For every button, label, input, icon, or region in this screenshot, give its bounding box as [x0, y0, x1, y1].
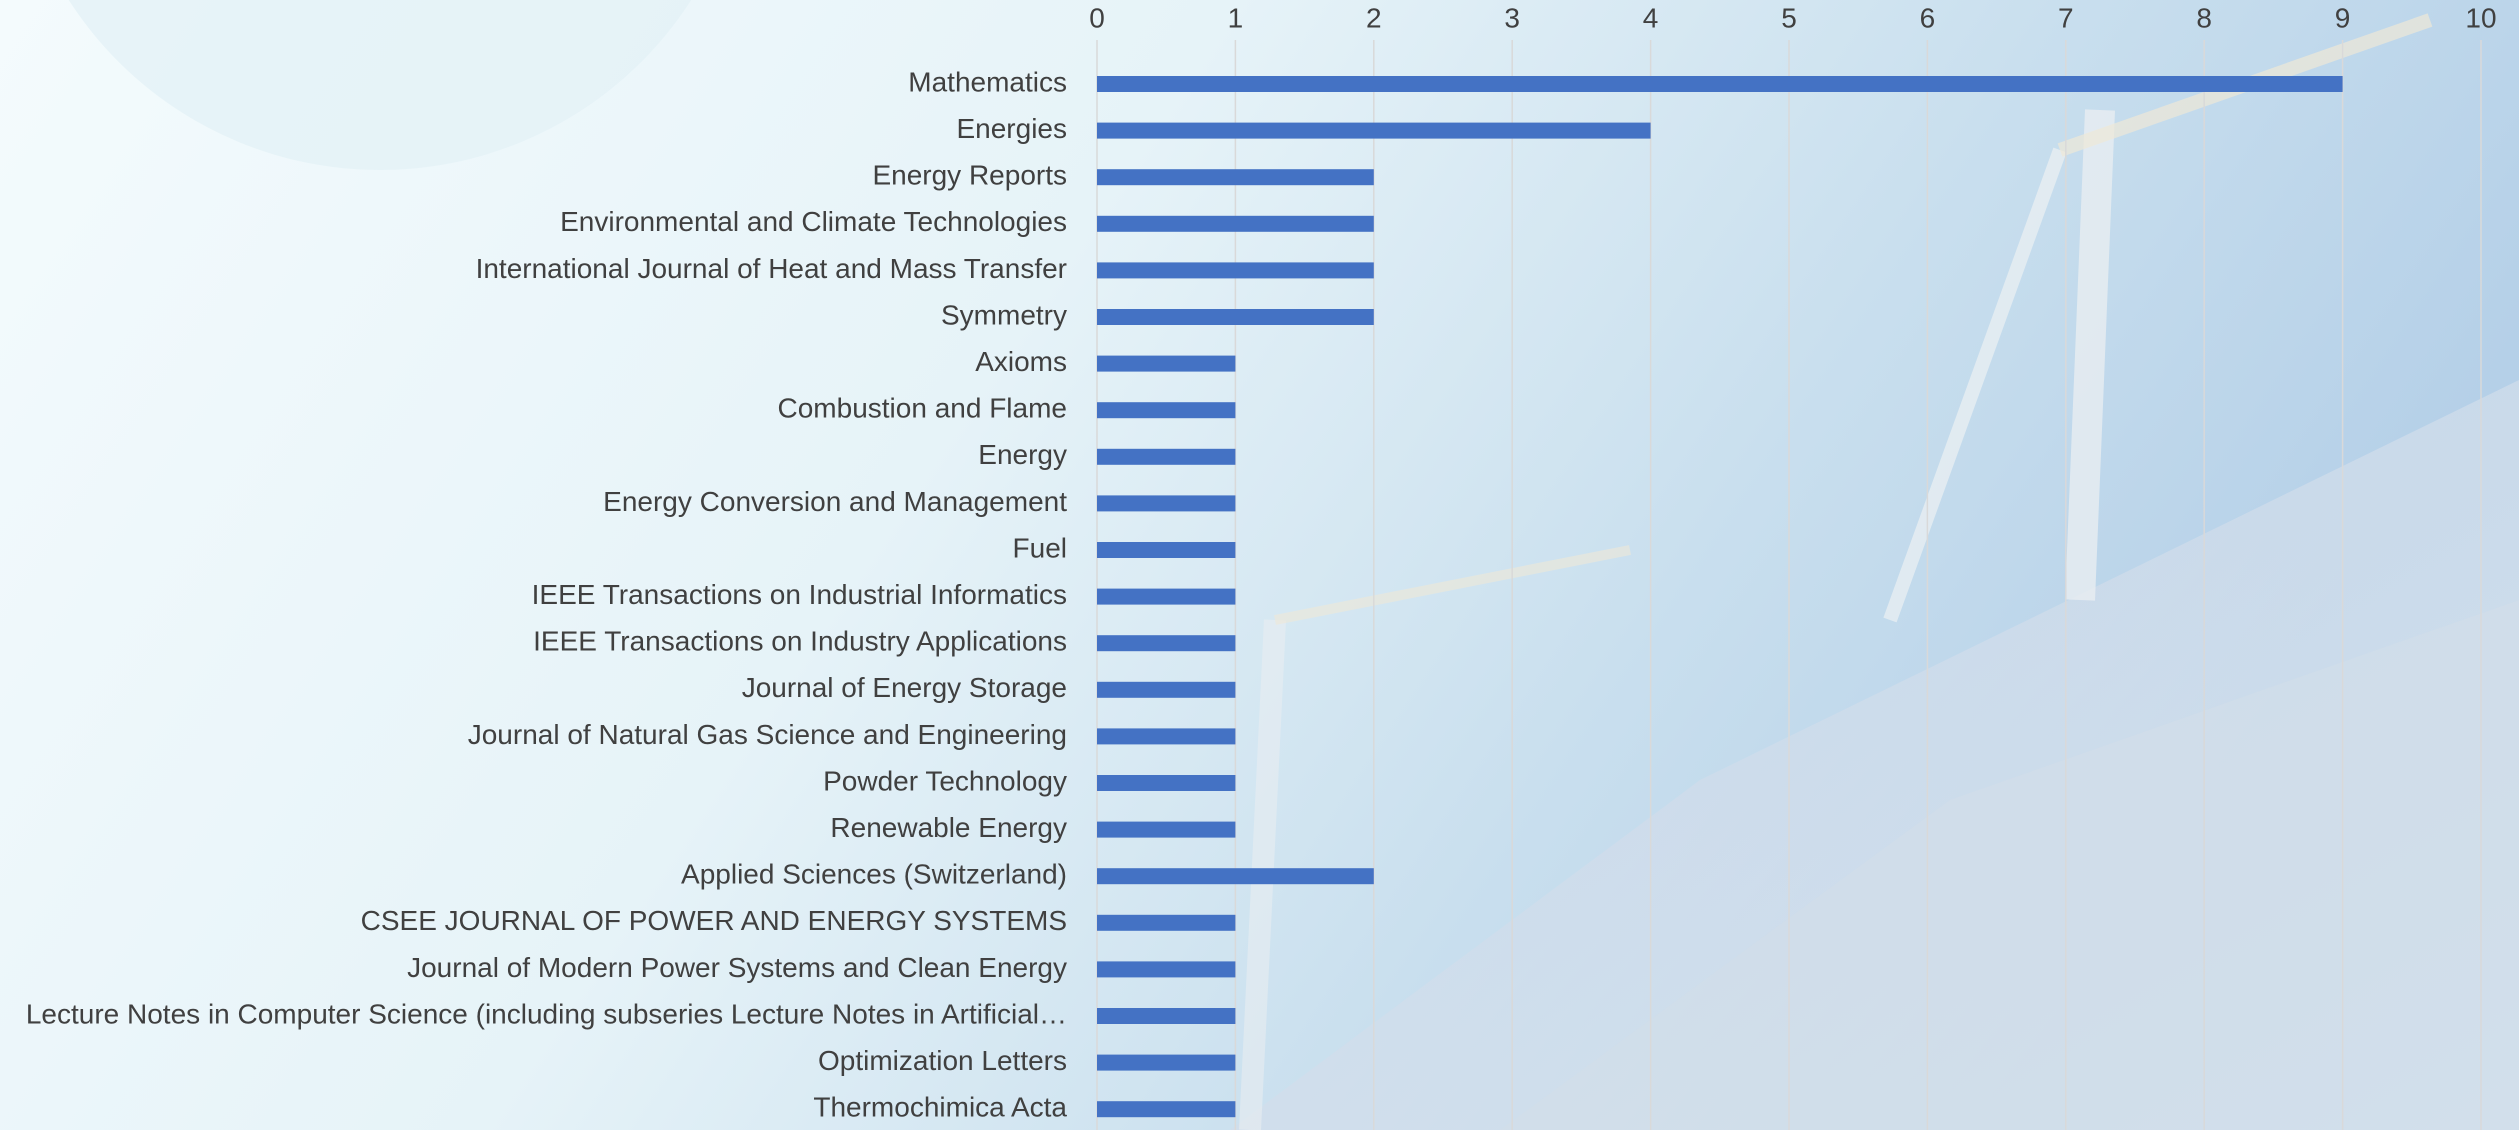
y-tick-label: Lecture Notes in Computer Science (inclu…: [26, 998, 1067, 1029]
y-tick-label: Journal of Modern Power Systems and Clea…: [407, 952, 1067, 983]
y-tick-label: Optimization Letters: [818, 1045, 1067, 1076]
bar: [1097, 961, 1236, 978]
y-tick-label: Thermochimica Acta: [813, 1092, 1067, 1123]
x-tick-label: 7: [2058, 2, 2074, 33]
x-tick-label: 5: [1781, 2, 1797, 33]
y-tick-label: IEEE Transactions on Industry Applicatio…: [533, 626, 1067, 657]
x-tick-label: 10: [2465, 2, 2496, 33]
y-tick-label: Axioms: [975, 346, 1067, 377]
x-tick-label: 9: [2335, 2, 2351, 33]
bar: [1097, 1101, 1236, 1118]
bar: [1097, 635, 1236, 652]
bar: [1097, 821, 1236, 838]
y-tick-label: Energy Reports: [872, 160, 1067, 191]
y-tick-label: Powder Technology: [823, 765, 1067, 796]
bar: [1097, 122, 1651, 139]
y-tick-label: Renewable Energy: [830, 812, 1067, 843]
plot-area: 0 1 2 3 4 5 6 7 8 9 10 Mathematics Energies Energy Re…: [26, 2, 2497, 1130]
x-tick-label: 8: [2196, 2, 2212, 33]
y-tick-label: Energy: [978, 439, 1067, 470]
y-tick-label: Symmetry: [941, 299, 1067, 330]
y-tick-label: Journal of Natural Gas Science and Engin…: [468, 719, 1067, 750]
y-tick-label: Journal of Energy Storage: [742, 672, 1067, 703]
bar: [1097, 914, 1236, 931]
bar: [1097, 588, 1236, 605]
x-tick-label: 2: [1366, 2, 1382, 33]
y-tick-label: Fuel: [1013, 532, 1067, 563]
bar: [1097, 681, 1236, 698]
y-tick-label: Applied Sciences (Switzerland): [681, 859, 1067, 890]
bar: [1097, 169, 1374, 186]
bar: [1097, 728, 1236, 745]
x-tick-label: 4: [1643, 2, 1659, 33]
y-tick-label: Energies: [956, 113, 1067, 144]
bar: [1097, 262, 1374, 279]
bar: [1097, 495, 1236, 512]
bar: [1097, 542, 1236, 558]
bar: [1097, 868, 1374, 885]
bar: [1097, 1008, 1236, 1024]
y-tick-label: Mathematics: [908, 66, 1067, 97]
y-tick-label: IEEE Transactions on Industrial Informat…: [532, 579, 1067, 610]
x-tick-label: 6: [1920, 2, 1936, 33]
bar: [1097, 1054, 1236, 1071]
x-tick-label: 0: [1089, 2, 1105, 33]
y-tick-label: Combustion and Flame: [778, 393, 1067, 424]
y-tick-label: International Journal of Heat and Mass T…: [476, 253, 1067, 284]
x-tick-label: 1: [1228, 2, 1244, 33]
y-tick-label: Environmental and Climate Technologies: [560, 206, 1067, 237]
bar: [1097, 215, 1374, 232]
y-tick-label: CSEE JOURNAL OF POWER AND ENERGY SYSTEMS: [361, 905, 1067, 936]
bar: [1097, 448, 1236, 465]
x-tick-label: 3: [1504, 2, 1520, 33]
bar: [1097, 76, 2343, 92]
bar: [1097, 355, 1236, 372]
bar: [1097, 775, 1236, 791]
bar: [1097, 309, 1374, 325]
y-tick-label: Energy Conversion and Management: [603, 486, 1067, 517]
bar: [1097, 402, 1236, 419]
